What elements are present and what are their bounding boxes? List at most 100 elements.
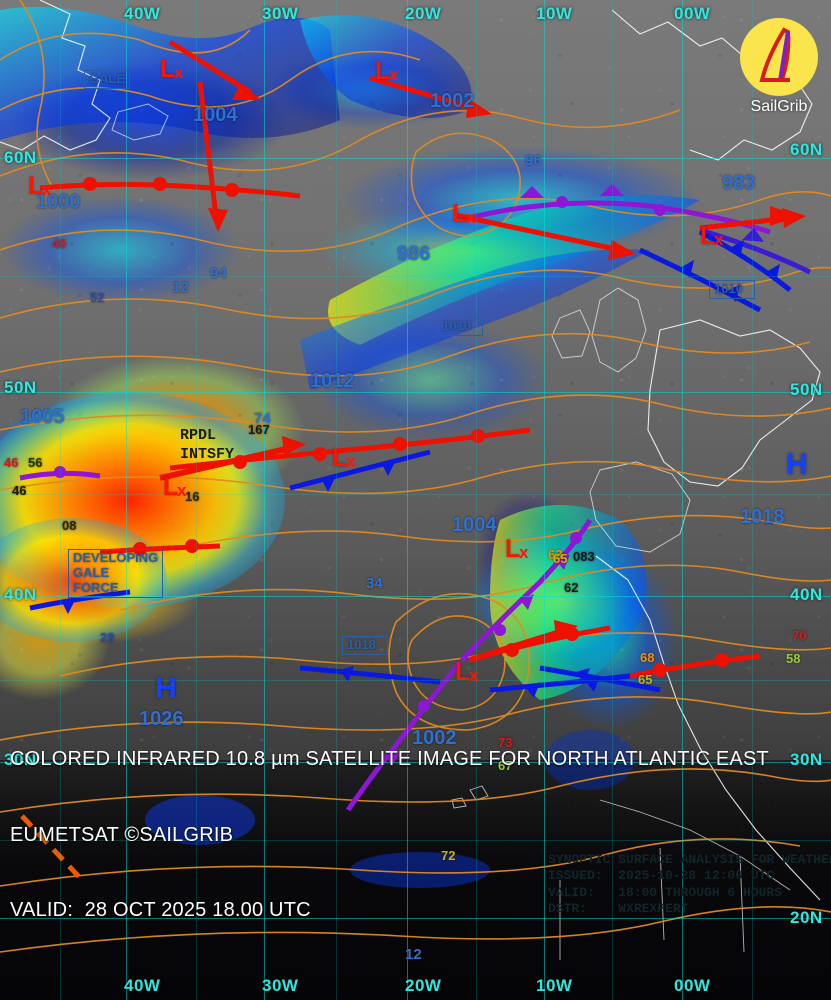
meridian-minor-5 [612,0,613,1000]
parallel-20n [0,918,831,919]
low-pressure-marker: L [28,172,44,200]
observation-value: 167 [248,422,270,437]
low-center-x-marker: x [519,543,529,562]
isobar-label: 1002 [430,90,475,112]
lat-label-right-60n: 60N [790,140,823,159]
caption-line-1: COLORED INFRARED 10.8 µm SATELLITE IMAGE… [10,748,769,771]
lat-label-left-40n: 40N [4,585,37,604]
logo-disc [740,18,818,96]
storm-motion-arrow-iceland-down [197,81,228,232]
lon-label-top-20w: 20W [405,4,442,23]
observation-value: 65 [553,551,568,566]
low-center-x-marker: x [42,180,52,199]
parallel-40n [0,596,831,597]
observation-value: 58 [786,651,801,666]
parallel-minor-4 [0,840,831,841]
low-center-x-marker: x [346,452,356,471]
lon-label-bottom-40w: 40W [124,976,161,995]
caption-line-3: VALID: 28 OCT 2025 18.00 UTC [10,899,311,922]
isobar-label: 96 [525,152,542,169]
observation-value: 56 [28,455,43,470]
storm-motion-arrow-norway [454,212,636,260]
occluded-front-iberia [460,518,593,662]
parallel-30n [0,762,831,763]
boxed-warning-label: 1018 [342,636,388,655]
lat-label-right-30n: 30N [790,750,823,769]
boxed-warning-label: 1010 [709,280,755,299]
lat-label-right-50n: 50N [790,380,823,399]
lat-label-left-50n: 50N [4,378,37,397]
cold-front-atlantic-mid [289,449,431,492]
lon-label-top-30w: 30W [262,4,299,23]
observation-value: 52 [90,290,105,305]
isobar-label: 1012 [310,370,355,392]
observation-value: 73 [498,735,513,750]
observation-value: 65 [638,672,653,687]
boxed-warning-label: GALE [84,70,131,89]
low-pressure-marker: L [163,473,179,501]
isobar-label: 12 [405,946,422,963]
lon-label-top-00w: 00W [674,4,711,23]
lon-label-top-40w: 40W [124,4,161,23]
meridian-00w [682,0,683,1000]
lon-label-bottom-30w: 30W [262,976,299,995]
low-pressure-marker: L [375,57,391,85]
parallel-50n [0,392,831,393]
meridian-40w [126,0,127,1000]
logo-text: SailGrib [750,98,808,115]
low-center-x-marker: x [174,63,184,82]
isobar-label: 1000 [36,191,81,213]
lon-label-bottom-00w: 00W [674,976,711,995]
occluded-front-northeast [699,227,812,275]
parallel-minor-1 [0,276,831,277]
rapid-intensification-annotation: RPDL INTSFY [180,427,235,463]
low-center-x-marker: x [177,481,187,500]
trough-line-dashed [20,814,84,882]
low-pressure-marker: L [452,200,468,228]
caption-line-2: EUMETSAT ©SAILGRIB [10,823,234,846]
parallel-minor-2 [0,494,831,495]
night-side-shading [0,760,831,1000]
low-pressure-marker: L [332,444,348,472]
low-center-x-marker: x [389,65,399,84]
isobar-label: 1002 [412,727,457,749]
meridian-minor-6 [752,0,753,1000]
cold-front-europe [638,247,762,313]
observation-value: 08 [62,518,77,533]
warm-front-north [39,177,301,199]
cold-front-northsea [698,229,792,292]
cold-front-south-azores [299,665,441,685]
observation-value: 46 [12,483,27,498]
isobar-label: 74 [254,410,271,427]
observation-value: 62 [564,580,579,595]
observation-value: 72 [441,848,456,863]
observation-value: 67 [498,758,513,773]
isobar-label: 1026 [139,708,184,730]
isobar-label: 12 [172,279,189,296]
lon-label-bottom-10w: 10W [536,976,573,995]
storm-motion-arrow-greenland [168,39,262,100]
boxed-warning-label: 1010 [437,317,483,336]
storm-motion-arrow-north [369,75,492,118]
meridian-minor-1 [60,0,61,1000]
lon-label-top-10w: 10W [536,4,573,23]
sailgrib-logo[interactable]: SailGrib [735,18,823,126]
parallel-60n [0,158,831,159]
observation-value: 40 [52,236,67,251]
observation-value: 16 [185,489,200,504]
isobar-label: 1005 [20,406,65,428]
low-pressure-marker: L [505,535,521,563]
product-caption: COLORED INFRARED 10.8 µm SATELLITE IMAGE… [10,697,769,974]
isobar-label: 1018 [740,506,785,528]
lat-label-left-30n: 30N [4,750,37,769]
meridian-20w [407,0,408,1000]
low-center-x-marker: x [466,208,476,227]
low-pressure-marker: L [455,658,471,686]
meridian-10w [544,0,545,1000]
warm-front-azores [619,653,761,681]
storm-motion-arrow-rpdl [159,436,306,481]
isobar-label: 94 [210,265,227,282]
